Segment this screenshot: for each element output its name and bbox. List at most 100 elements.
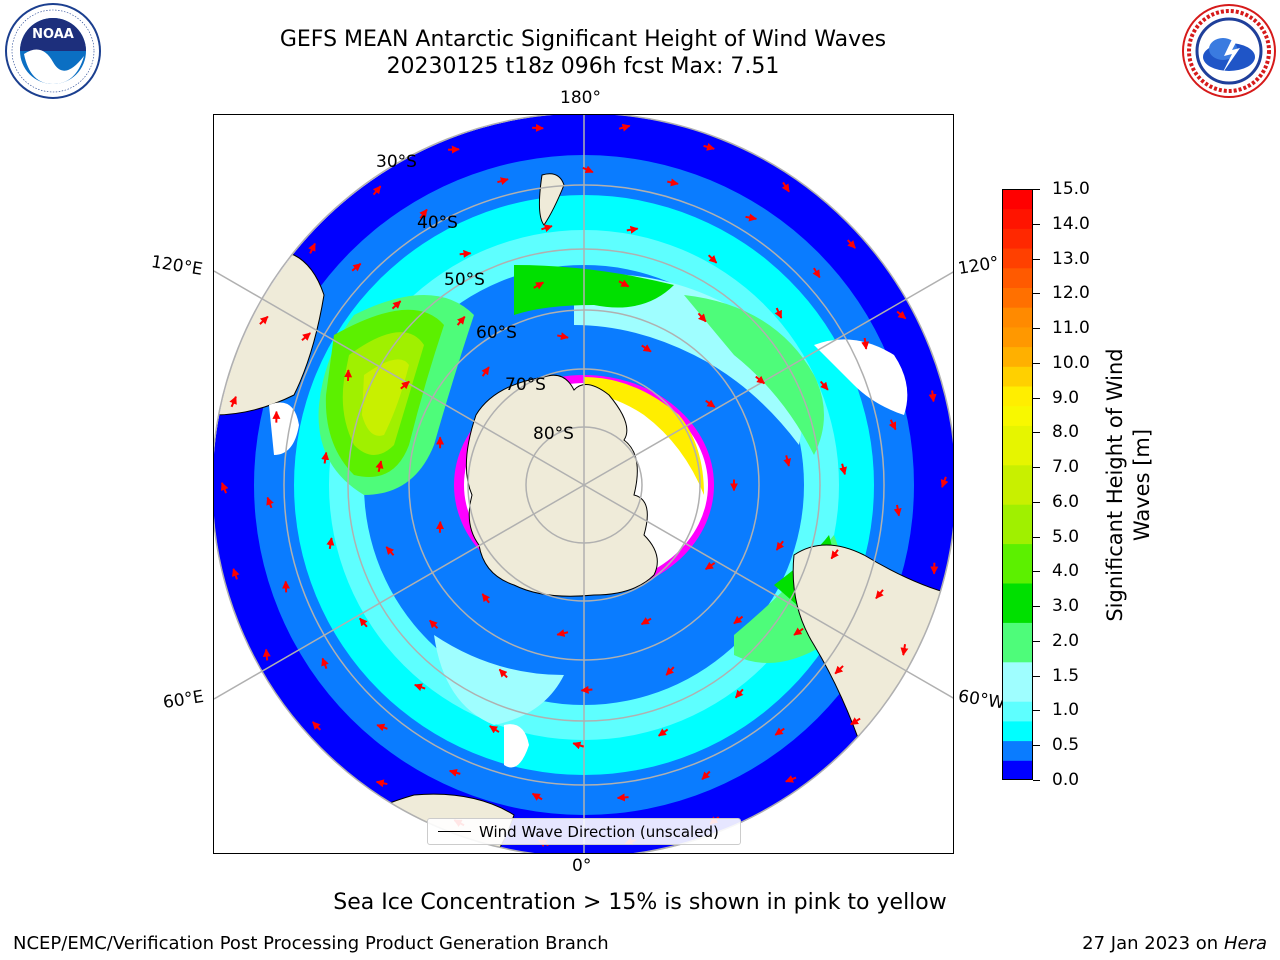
colorbar-segment [1002, 208, 1033, 229]
wind-wave-arrow [312, 721, 322, 731]
wind-wave-arrow [229, 395, 237, 408]
colorbar-segment [1002, 189, 1033, 210]
wind-wave-arrow [391, 300, 402, 310]
colorbar-segment [1002, 307, 1033, 328]
footer-host: Hera [1223, 933, 1267, 954]
colorbar-tick-label: 14.0 [1052, 213, 1090, 234]
colorbar-tick-label: 12.0 [1052, 283, 1090, 304]
wind-wave-arrow [497, 177, 509, 185]
colorbar-tick-label: 0.0 [1052, 770, 1080, 790]
wind-wave-arrow [582, 165, 594, 174]
nws-logo-icon [1182, 4, 1276, 98]
legend-line-swatch [438, 831, 471, 832]
wind-wave-arrow [481, 366, 490, 377]
colorbar-tick-label: 7.0 [1052, 457, 1080, 478]
wind-wave-arrow [448, 768, 461, 777]
svg-text:NOAA: NOAA [32, 27, 74, 42]
colorbar-tick-label: 11.0 [1052, 318, 1090, 339]
wind-wave-arrow [533, 281, 544, 290]
footer-credit: NCEP/EMC/Verification Post Processing Pr… [13, 933, 609, 954]
wind-wave-arrow [557, 332, 569, 341]
map-frame [213, 114, 954, 854]
wind-wave-arrow [888, 419, 897, 431]
colorbar-segment [1002, 445, 1033, 466]
wind-wave-arrow [819, 380, 829, 391]
wind-wave-arrow [308, 242, 316, 254]
wind-wave-arrow [580, 685, 593, 694]
wind-wave-arrow [940, 476, 949, 488]
colorbar-tick-mark [1033, 501, 1040, 503]
longitude-grid [214, 115, 953, 853]
colorbar-tick-mark [1033, 606, 1040, 608]
wind-wave-arrow [321, 657, 329, 670]
wave-band-14 [434, 635, 564, 725]
wind-wave-arrow [701, 770, 711, 781]
wind-wave-arrow [419, 208, 428, 219]
wind-wave-arrow [875, 589, 884, 599]
wind-wave-arrow [775, 540, 785, 551]
wind-wave-arrow [231, 568, 240, 580]
wind-wave-arrow [846, 239, 856, 249]
colorbar-segment [1002, 720, 1033, 742]
wind-wave-arrow [375, 779, 388, 788]
colorbar-segment [1002, 760, 1033, 780]
wind-wave-arrow [707, 254, 718, 264]
wind-wave-arrow [572, 741, 585, 750]
colorbar-segment [1002, 425, 1033, 446]
map-legend: Wind Wave Direction (unscaled) [427, 818, 741, 845]
wind-wave-arrow [755, 375, 765, 385]
lat-label-30s: 30°S [376, 152, 417, 172]
colorbar-segment [1002, 563, 1033, 584]
wind-wave-arrow [531, 792, 543, 801]
colorbar-tick-mark [1033, 640, 1040, 642]
wind-wave-arrow [414, 683, 426, 692]
wind-wave-arrow [372, 185, 382, 196]
footer-timestamp: 27 Jan 2023 on Hera [1082, 933, 1267, 954]
nodata-patch-1 [814, 339, 908, 415]
colorbar-segment [1002, 386, 1033, 407]
colorbar-tick-label: 9.0 [1052, 387, 1080, 408]
wind-wave-arrow [667, 178, 679, 187]
wind-wave-arrow [459, 249, 472, 258]
lat-label-60s: 60°S [476, 323, 517, 343]
wind-wave-arrow [697, 312, 707, 323]
colorbar-segment [1002, 346, 1033, 367]
wind-wave-arrow [326, 537, 335, 550]
wind-wave-arrow [376, 723, 388, 732]
colorbar-tick-mark [1033, 223, 1040, 225]
colorbar-label: Significant Height of Wind Waves [m] [1103, 348, 1154, 622]
wind-wave-arrow [734, 688, 744, 699]
lat-label-80s: 80°S [533, 424, 574, 444]
wind-wave-arrow [359, 617, 368, 628]
wind-wave-arrow [489, 725, 500, 734]
wind-wave-arrow [220, 482, 229, 494]
colorbar-tick-label: 15.0 [1052, 179, 1090, 199]
wind-wave-arrow [626, 225, 639, 234]
wind-wave-arrow [928, 390, 937, 403]
colorbar-tick-mark [1033, 189, 1040, 190]
colorbar-segment [1002, 622, 1033, 643]
wave-band-13 [514, 265, 674, 315]
wind-wave-arrow [783, 455, 792, 467]
lon-label-60e: 60°E [161, 686, 206, 714]
lon-label-120e: 120°E [149, 252, 204, 280]
lat-label-50s: 50°S [444, 270, 485, 290]
colorbar-tick-label: 2.0 [1052, 630, 1080, 651]
wind-wave-arrow [532, 123, 544, 132]
colorbar-segment [1002, 504, 1033, 525]
colorbar-tick-label: 10.0 [1052, 352, 1090, 373]
wind-wave-arrow [266, 496, 274, 509]
colorbar-tick-mark [1033, 675, 1040, 677]
colorbar-tick-mark [1033, 258, 1040, 260]
wind-wave-arrow [259, 315, 269, 325]
colorbar-tick-mark [1033, 328, 1040, 330]
colorbar-tick-label: 8.0 [1052, 422, 1080, 443]
wind-wave-arrow [896, 310, 907, 320]
colorbar-tick-mark [1033, 362, 1040, 364]
wind-wave-arrow [498, 668, 508, 679]
wind-wave-arrow [703, 143, 715, 151]
footer-date: 27 Jan 2023 on [1082, 933, 1219, 954]
map-outside [214, 115, 953, 853]
colorbar-segment [1002, 740, 1033, 761]
wind-wave-arrow [774, 727, 785, 736]
